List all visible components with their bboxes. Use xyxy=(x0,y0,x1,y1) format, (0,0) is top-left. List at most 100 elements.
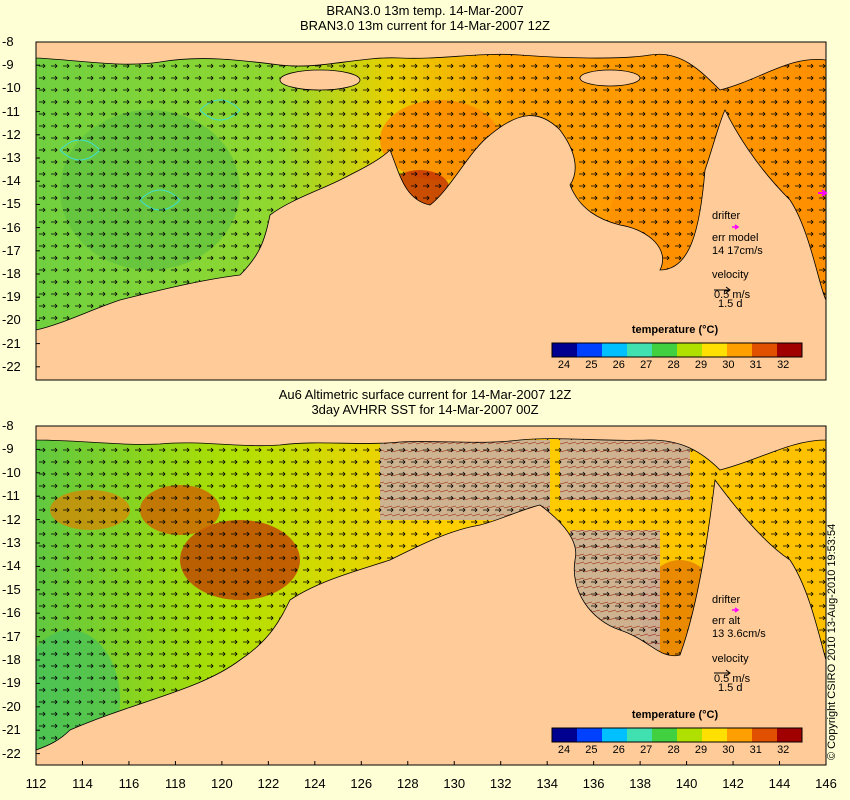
x-tick-label: 142 xyxy=(722,776,744,791)
colorbar-segment xyxy=(652,728,678,742)
y-tick-label: -19 xyxy=(2,289,21,305)
y-tick-label: -20 xyxy=(2,698,21,714)
colorbar-tick-label: 30 xyxy=(722,744,735,756)
y-tick-label: -22 xyxy=(2,745,21,761)
colorbar-tick-label: 24 xyxy=(557,359,571,371)
colorbar-tick-label: 27 xyxy=(640,744,653,756)
y-tick-label: -9 xyxy=(2,57,14,73)
panel1-legend-err-value: 14 17cm/s xyxy=(712,245,763,257)
panel1-map xyxy=(36,42,826,380)
panel1-legend-velocity: velocity xyxy=(712,269,749,281)
colorbar-segment xyxy=(552,343,578,357)
colorbar-tick-label: 32 xyxy=(777,359,790,371)
colorbar-segment xyxy=(702,343,728,357)
panel1-colorbar xyxy=(551,342,803,358)
colorbar-segment xyxy=(677,343,703,357)
panel2-velocity-arrow xyxy=(714,669,731,677)
panel2-land-indonesia xyxy=(36,426,826,471)
colorbar-segment xyxy=(677,728,703,742)
x-tick-label: 120 xyxy=(211,776,233,791)
colorbar-segment xyxy=(627,728,653,742)
y-tick-label: -16 xyxy=(2,605,21,621)
panel1-legend-drifter: drifter xyxy=(712,210,741,222)
y-tick-label: -15 xyxy=(2,196,21,212)
y-tick-label: -11 xyxy=(2,488,20,504)
colorbar-tick-label: 28 xyxy=(667,744,680,756)
x-tick-label: 134 xyxy=(536,776,559,791)
panel1-legend-err-label: err model xyxy=(712,232,759,244)
panel1-title-line1: BRAN3.0 13m temp. 14-Mar-2007 xyxy=(326,3,524,18)
panel2-colorbar xyxy=(551,727,803,743)
colorbar-segment xyxy=(752,728,778,742)
y-tick-label: -12 xyxy=(2,126,21,142)
x-tick-label: 122 xyxy=(257,776,280,791)
panel1-legend-velocity-scale: 0.5 m/s xyxy=(714,289,751,301)
panel1-velocity-arrow xyxy=(714,286,731,294)
x-tick-label: 124 xyxy=(303,776,326,791)
colorbar-segment xyxy=(777,343,803,357)
panel1-drifter-track xyxy=(818,189,828,197)
panel1-land-australia xyxy=(36,109,826,380)
panel1-colorbar-title: temperature (°C) xyxy=(631,324,719,336)
y-tick-label: -19 xyxy=(2,675,21,691)
x-tick-label: 130 xyxy=(443,776,466,791)
y-tick-label: -17 xyxy=(2,242,21,258)
colorbar-tick-label: 25 xyxy=(585,744,598,756)
y-tick-label: -8 xyxy=(2,34,14,49)
panel2-drifter-legend-mark xyxy=(732,607,740,613)
y-tick-label: -11 xyxy=(2,103,20,119)
panel2-legend-velocity: velocity xyxy=(712,653,749,665)
x-tick-label: 118 xyxy=(165,776,186,791)
colorbar-segment xyxy=(752,343,778,357)
x-tick-label: 132 xyxy=(489,776,512,791)
panel2-legend-velocity-time: 1.5 d xyxy=(718,682,743,694)
colorbar-segment xyxy=(602,728,628,742)
colorbar-tick-label: 29 xyxy=(694,744,708,756)
y-tick-label: -15 xyxy=(2,581,21,597)
colorbar-tick-label: 24 xyxy=(557,744,571,756)
colorbar-segment xyxy=(652,343,678,357)
colorbar-tick-label: 31 xyxy=(749,359,762,371)
y-tick-label: -16 xyxy=(2,219,21,235)
y-tick-label: -13 xyxy=(2,535,21,550)
x-tick-label: 136 xyxy=(582,776,605,791)
y-tick-label: -10 xyxy=(2,80,21,96)
colorbar-tick-label: 25 xyxy=(585,359,598,371)
panel2-legend-drifter: drifter xyxy=(712,594,741,606)
x-tick-label: 138 xyxy=(629,776,651,791)
panel2-legend-err-value: 13 3.6cm/s xyxy=(712,628,766,640)
panel2-title-line1: Au6 Altimetric surface current for 14-Ma… xyxy=(278,387,572,402)
panel1-drifter-legend-mark xyxy=(732,224,740,230)
y-tick-label: -13 xyxy=(2,150,21,165)
colorbar-segment xyxy=(777,728,803,742)
panel2-legend-velocity-scale: 0.5 m/s xyxy=(714,673,751,685)
colorbar-tick-label: 28 xyxy=(667,359,680,371)
colorbar-segment xyxy=(727,343,753,357)
x-tick-label: 116 xyxy=(118,776,140,791)
y-tick-label: -21 xyxy=(2,722,21,738)
y-tick-label: -14 xyxy=(2,558,21,574)
panel2-legend-err-label: err alt xyxy=(712,615,741,627)
x-tick-label: 112 xyxy=(25,776,47,791)
panel2-colorbar-title: temperature (°C) xyxy=(631,709,719,721)
colorbar-tick-label: 32 xyxy=(777,744,790,756)
y-tick-label: -21 xyxy=(2,335,21,351)
colorbar-segment xyxy=(627,343,653,357)
y-tick-label: -17 xyxy=(2,628,21,644)
x-tick-label: 140 xyxy=(675,776,698,791)
colorbar-tick-label: 26 xyxy=(612,744,625,756)
y-tick-label: -20 xyxy=(2,312,21,328)
colorbar-segment xyxy=(702,728,728,742)
y-tick-label: -18 xyxy=(2,266,21,281)
panel2-map xyxy=(36,426,826,765)
y-tick-label: -10 xyxy=(2,464,21,480)
x-tick-label: 126 xyxy=(350,776,373,791)
y-tick-label: -14 xyxy=(2,173,21,189)
copyright-notice: © Copyright CSIRO 2010 13-Aug-2010 19:53… xyxy=(826,523,838,760)
colorbar-segment xyxy=(577,343,603,357)
colorbar-tick-label: 26 xyxy=(612,359,625,371)
panel1-title-line2: BRAN3.0 13m current for 14-Mar-2007 12Z xyxy=(300,18,550,33)
panel1-land-indonesia xyxy=(36,42,826,91)
y-tick-label: -9 xyxy=(2,441,14,457)
